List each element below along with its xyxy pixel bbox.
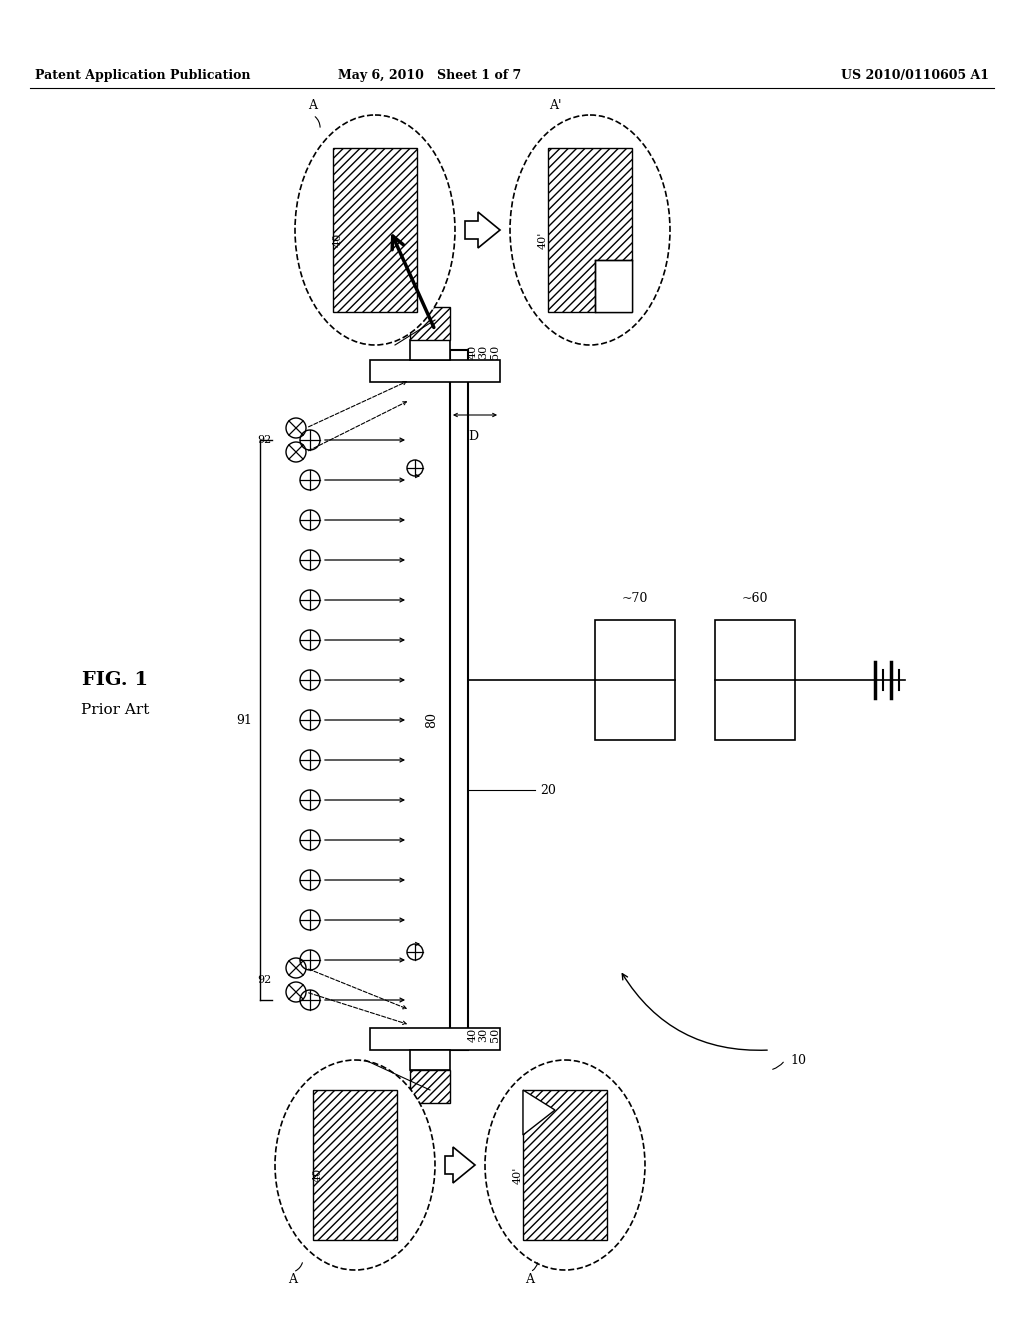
Text: 40: 40 <box>333 232 343 247</box>
Bar <box>370 360 500 381</box>
Text: ~60: ~60 <box>741 591 768 605</box>
Bar <box>450 350 468 1049</box>
Bar <box>548 148 632 312</box>
Text: 30: 30 <box>478 345 488 359</box>
Bar <box>410 1049 450 1071</box>
Bar <box>523 1090 607 1239</box>
Bar <box>333 148 417 312</box>
Bar <box>715 620 795 741</box>
Text: ~70: ~70 <box>622 591 648 605</box>
Text: D: D <box>468 430 478 444</box>
Bar <box>410 341 450 360</box>
Text: 50: 50 <box>490 1028 500 1043</box>
Bar <box>313 1090 397 1239</box>
Ellipse shape <box>485 1060 645 1270</box>
Text: 40': 40' <box>513 1167 523 1184</box>
Polygon shape <box>595 260 632 312</box>
Text: 30: 30 <box>478 1028 488 1043</box>
Polygon shape <box>523 1090 555 1135</box>
Bar <box>410 1071 450 1104</box>
Text: A: A <box>525 1272 535 1286</box>
Text: 20: 20 <box>540 784 556 796</box>
Bar <box>595 620 675 741</box>
FancyArrow shape <box>465 213 500 248</box>
Text: 80: 80 <box>425 711 438 729</box>
Text: May 6, 2010   Sheet 1 of 7: May 6, 2010 Sheet 1 of 7 <box>338 69 521 82</box>
Text: A': A' <box>549 99 561 112</box>
Text: A: A <box>289 1272 298 1286</box>
FancyArrow shape <box>445 1147 475 1183</box>
FancyArrowPatch shape <box>623 974 767 1051</box>
Text: 50: 50 <box>490 345 500 359</box>
Text: 10: 10 <box>790 1053 806 1067</box>
Text: 40: 40 <box>468 1028 478 1043</box>
Text: 40: 40 <box>468 345 478 359</box>
Bar <box>370 1028 500 1049</box>
Bar <box>410 308 450 341</box>
Text: 40: 40 <box>313 1168 323 1183</box>
Ellipse shape <box>275 1060 435 1270</box>
Text: 92: 92 <box>258 975 272 985</box>
Text: 91: 91 <box>237 714 252 726</box>
Ellipse shape <box>510 115 670 345</box>
Text: Patent Application Publication: Patent Application Publication <box>35 69 251 82</box>
Text: 92: 92 <box>258 436 272 445</box>
Text: 40': 40' <box>538 231 548 248</box>
Text: A: A <box>308 99 317 112</box>
Text: FIG. 1: FIG. 1 <box>82 671 148 689</box>
Text: US 2010/0110605 A1: US 2010/0110605 A1 <box>841 69 989 82</box>
Ellipse shape <box>295 115 455 345</box>
Text: Prior Art: Prior Art <box>81 704 150 717</box>
